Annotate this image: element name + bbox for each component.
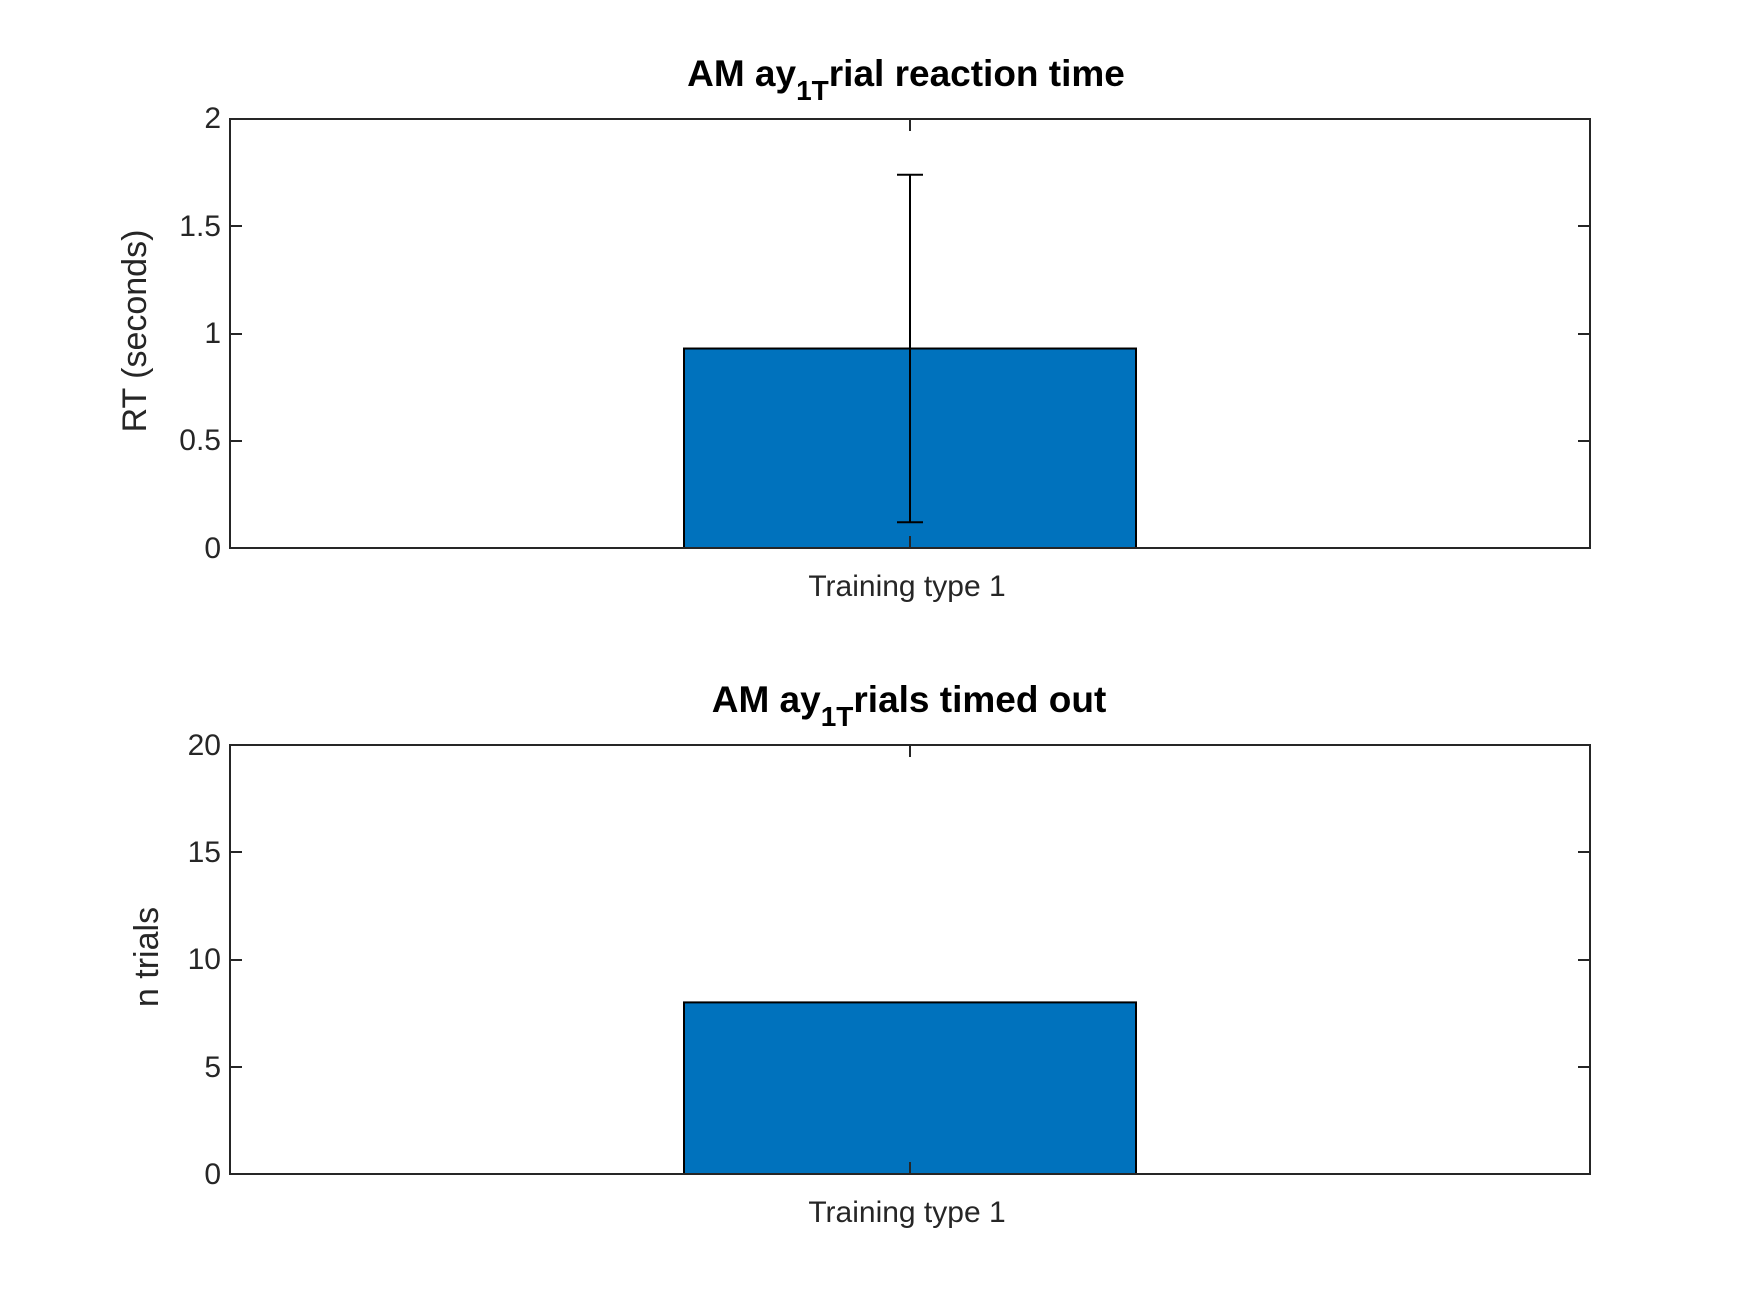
chart-title-subscript: 1T bbox=[796, 75, 829, 106]
bar bbox=[683, 1001, 1137, 1176]
y-tick-label: 15 bbox=[188, 836, 221, 869]
error-bar bbox=[897, 173, 923, 524]
panel-timed-out: AM ay1Trials timed out n trials 0 5 10 1… bbox=[128, 679, 1591, 1229]
chart-title: AM ay1Trial reaction time bbox=[687, 53, 1125, 106]
y-axis-label: RT (seconds) bbox=[116, 230, 154, 433]
x-tick-label: Training type 1 bbox=[808, 1196, 1005, 1229]
chart-title-suffix: rial reaction time bbox=[829, 53, 1125, 94]
panel-reaction-time: AM ay1Trial reaction time RT (seconds) 0… bbox=[116, 53, 1591, 603]
chart-title-subscript: 1T bbox=[821, 701, 854, 732]
chart-title-prefix: AM ay bbox=[687, 53, 796, 94]
y-tick-label: 0.5 bbox=[179, 424, 221, 457]
y-tick-label: 1 bbox=[204, 317, 221, 350]
axis-ticks bbox=[230, 745, 1590, 1174]
y-tick-label: 0 bbox=[204, 1158, 221, 1191]
y-tick-label: 1.5 bbox=[179, 210, 221, 243]
y-tick-label: 20 bbox=[188, 729, 221, 762]
y-tick-label: 0 bbox=[204, 532, 221, 565]
y-axis-label: n trials bbox=[128, 907, 166, 1007]
axis-ticks bbox=[230, 119, 1590, 548]
chart-title: AM ay1Trials timed out bbox=[712, 679, 1107, 732]
y-tick-label: 2 bbox=[204, 102, 221, 135]
chart-title-suffix: rials timed out bbox=[853, 679, 1106, 720]
chart-title-prefix: AM ay bbox=[712, 679, 821, 720]
x-tick-label: Training type 1 bbox=[808, 570, 1005, 603]
y-tick-label: 10 bbox=[188, 943, 221, 976]
y-tick-label: 5 bbox=[204, 1051, 221, 1084]
